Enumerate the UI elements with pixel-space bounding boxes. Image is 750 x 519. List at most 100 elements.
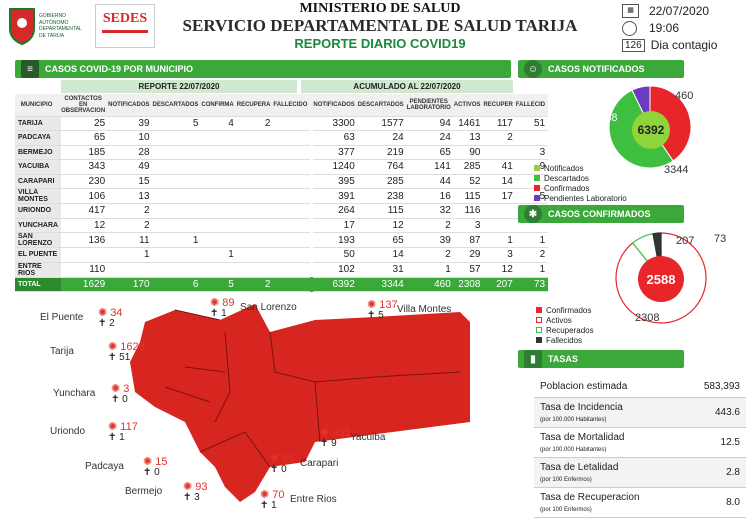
- place-deaths: ✝ 1: [210, 308, 227, 319]
- bar-chart-icon: ▮: [524, 350, 542, 368]
- value-cell: 1629: [61, 277, 109, 292]
- lbl-rec: 207: [676, 235, 695, 247]
- value-cell: 25: [61, 116, 109, 131]
- tasa-value: 583,393: [703, 381, 740, 392]
- value-cell: 1: [108, 247, 153, 263]
- gov-logo-text: GOBIERNO AUTÓNOMO DEPARTAMENTAL DE TARIJ…: [39, 13, 82, 39]
- place-deaths: ✝ 5: [367, 310, 384, 321]
- value-cell: 106: [61, 188, 109, 204]
- place-cases: ✺ 66: [270, 453, 295, 465]
- value-cell: 24: [357, 130, 407, 146]
- value-cell: 3: [453, 218, 484, 233]
- value-cell: 2: [108, 218, 153, 233]
- place-deaths: ✝ 9: [320, 438, 337, 449]
- list-icon: ≡: [21, 60, 39, 78]
- municipio-cell: YUNCHARA: [15, 218, 62, 233]
- value-cell: 28: [108, 145, 153, 160]
- value-cell: 2: [515, 247, 549, 263]
- value-cell: 2: [483, 130, 516, 146]
- place-deaths: ✝ 0: [143, 467, 160, 478]
- value-cell: [201, 130, 237, 146]
- day-label: Dia contagio: [650, 38, 718, 52]
- municipio-cell: ENTRE RIOS: [15, 262, 62, 278]
- day-count: 126: [622, 38, 645, 52]
- value-cell: 10: [108, 130, 153, 146]
- value-cell: 17: [483, 188, 516, 204]
- value-cell: [236, 159, 274, 175]
- value-cell: [483, 203, 516, 219]
- value-cell: [273, 277, 311, 292]
- value-cell: 63: [313, 130, 358, 146]
- report-title: REPORTE DIARIO COVID19: [294, 36, 466, 51]
- col-acum-4: RECUPER: [483, 94, 516, 117]
- report-header: REPORTE 22/07/2020: [61, 80, 297, 93]
- lbl-conf: 2588: [593, 112, 618, 124]
- place-name: Uriondo: [50, 426, 86, 437]
- tasa-row: Tasa de Recuperacion (por 100 Enfermos) 8.…: [534, 488, 746, 518]
- value-cell: 12: [61, 218, 109, 233]
- municipio-cell: URIONDO: [15, 203, 62, 219]
- ministry-title: MINISTERIO DE SALUD: [299, 1, 461, 16]
- value-cell: 1: [406, 262, 454, 278]
- value-cell: 50: [313, 247, 358, 263]
- value-cell: 417: [61, 203, 109, 219]
- report-date: 22/07/2020: [649, 4, 710, 18]
- table-row: VILLA MONTES 106 13 391 238 16 115 17 5: [15, 188, 549, 204]
- value-cell: 3: [483, 247, 516, 263]
- place-name: Bermejo: [125, 486, 163, 497]
- value-cell: 102: [313, 262, 358, 278]
- date-box: ▦ 22/07/2020 19:06 126 Dia contagio: [622, 3, 747, 53]
- table-row: TARIJA 25 39 5 4 2 3300 1577 94 1461 117 51: [15, 116, 549, 131]
- value-cell: [236, 188, 274, 204]
- cases-table-panel: ≡ CASOS COVID-19 POR MUNICIPIO REPORTE 2…: [15, 60, 549, 292]
- municipio-cell: PADCAYA: [15, 130, 62, 146]
- value-cell: 6: [152, 277, 202, 292]
- value-cell: 90: [453, 145, 484, 160]
- value-cell: 1577: [357, 116, 407, 131]
- col-report-5: FALLECIDO: [273, 94, 311, 117]
- col-municipio: MUNICIPIO: [15, 94, 62, 117]
- notificados-legend: Notificados Descartados Confirmados Pend…: [534, 163, 644, 203]
- value-cell: 3344: [357, 277, 407, 292]
- value-cell: [236, 262, 274, 278]
- service-title: SERVICIO DEPARTAMENTAL DE SALUD TARIJA: [182, 16, 578, 35]
- place-cases: ✺ 137: [367, 299, 398, 311]
- value-cell: [152, 247, 202, 263]
- cases-table-header: ≡ CASOS COVID-19 POR MUNICIPIO: [15, 60, 511, 78]
- tasa-row: Tasa de Incidencia (por 100.000 Habitante…: [534, 398, 746, 428]
- value-cell: [236, 130, 274, 146]
- value-cell: [236, 232, 274, 248]
- value-cell: 5: [152, 116, 202, 131]
- value-cell: [273, 203, 311, 219]
- value-cell: [236, 145, 274, 160]
- value-cell: [201, 145, 237, 160]
- value-cell: 285: [357, 174, 407, 189]
- value-cell: 219: [357, 145, 407, 160]
- value-cell: 2308: [453, 277, 484, 292]
- col-report-3: CONFIRMA: [201, 94, 237, 117]
- value-cell: 39: [108, 116, 153, 131]
- place-deaths: ✝ 3: [183, 492, 200, 503]
- value-cell: 193: [313, 232, 358, 248]
- table-row: YACUIBA 343 49 1240 764 141 285 41 9: [15, 159, 549, 175]
- lbl-desc: 3344: [664, 164, 689, 176]
- header: GOBIERNO AUTÓNOMO DEPARTAMENTAL DE TARIJ…: [0, 0, 750, 55]
- value-cell: [273, 130, 311, 146]
- value-cell: 5: [201, 277, 237, 292]
- value-cell: 1: [483, 232, 516, 248]
- place-deaths: ✝ 1: [108, 432, 125, 443]
- value-cell: [515, 130, 549, 146]
- value-cell: [273, 247, 311, 263]
- table-row: ENTRE RIOS 110 102 31 1 57 12 1: [15, 262, 549, 278]
- value-cell: [201, 188, 237, 204]
- calendar-icon: ▦: [622, 4, 639, 18]
- col-acum-3: ACTIVOS: [453, 94, 484, 117]
- value-cell: [273, 159, 311, 175]
- place-name: Padcaya: [85, 461, 124, 472]
- value-cell: 16: [406, 188, 454, 204]
- value-cell: [201, 203, 237, 219]
- tasa-sub: (por 100 Enfermos): [540, 476, 592, 483]
- value-cell: 3300: [313, 116, 358, 131]
- value-cell: 5: [515, 188, 549, 204]
- table-row: CARAPARI 230 15 395 285 44 52 14: [15, 174, 549, 189]
